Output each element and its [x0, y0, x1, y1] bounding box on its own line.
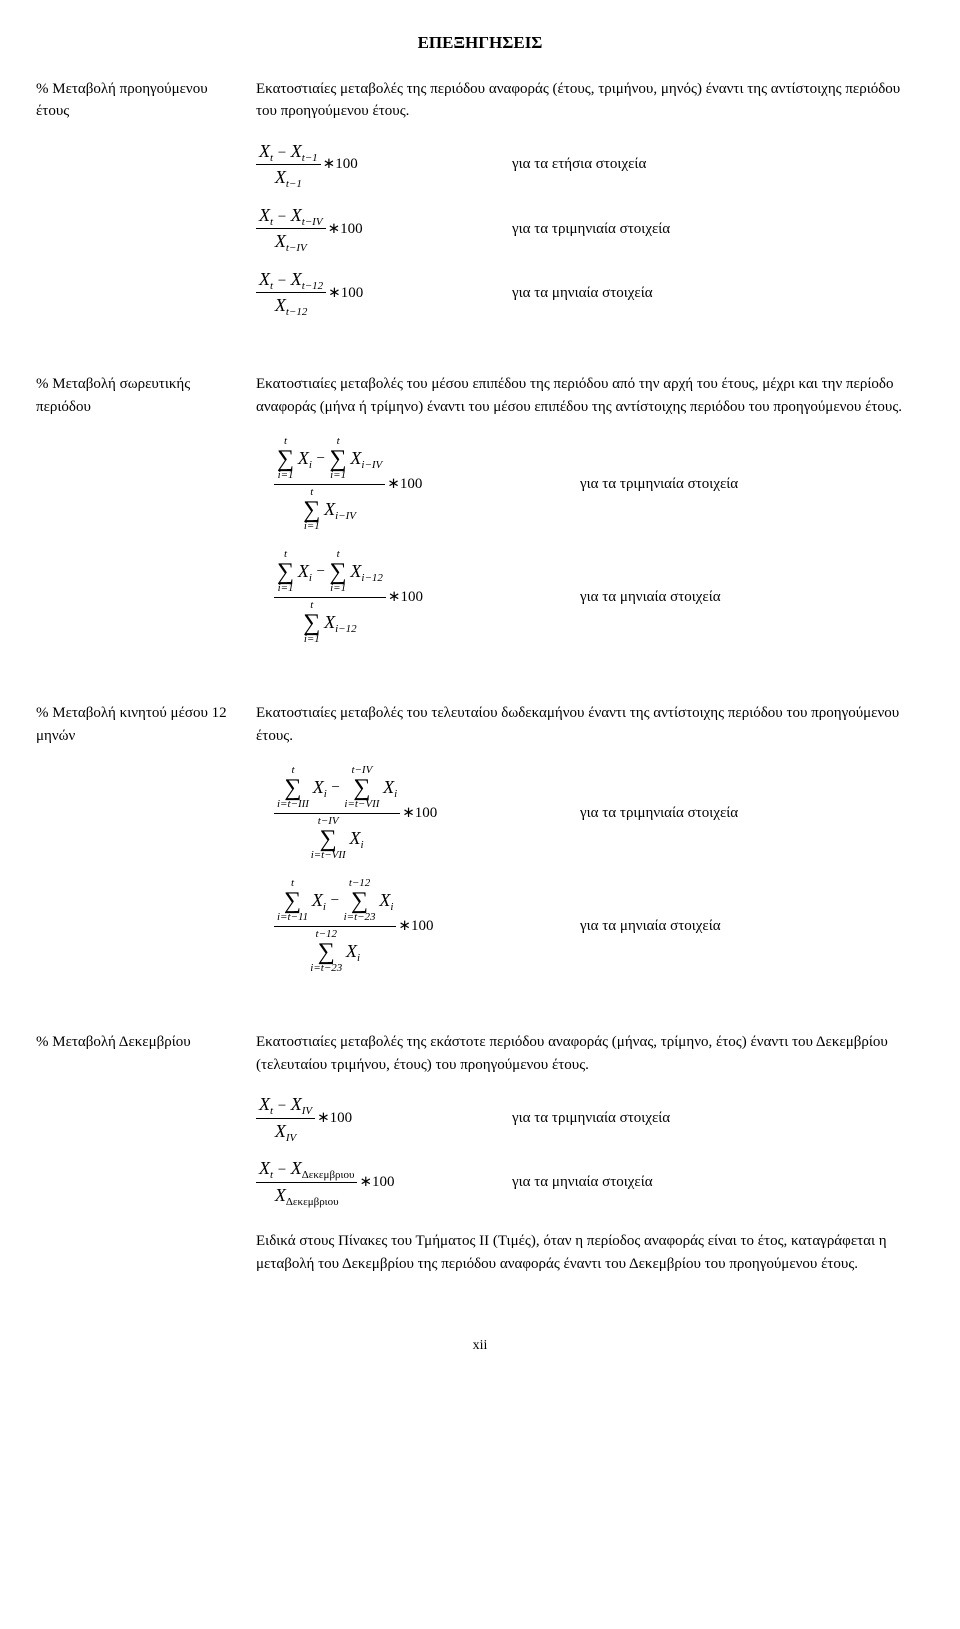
section-desc: Εκατοστιαίες μεταβολές του μέσου επιπέδο… — [256, 373, 924, 418]
dec-subscript: Δεκεμβριου — [302, 1169, 355, 1181]
formula-row: Xt − XIV XIV ∗100 για τα τριμηνιαία στοι… — [256, 1094, 924, 1142]
section-desc: Εκατοστιαίες μεταβολές της περιόδου αναφ… — [256, 78, 924, 123]
formula-row: Xt − Xt−IV Xt−IV ∗100 για τα τριμηνιαία … — [256, 205, 924, 253]
mult: ∗100 — [321, 156, 358, 172]
formula: Xt − XΔεκεμβριου XΔεκεμβριου ∗100 — [256, 1158, 496, 1206]
formula-label: για τα τριμηνιαία στοιχεία — [564, 473, 738, 496]
section-label: % Μεταβολή προηγούμενου έτους — [36, 78, 244, 123]
formula-label: για τα τριμηνιαία στοιχεία — [496, 1107, 670, 1130]
section-desc: Εκατοστιαίες μεταβολές της εκάστοτε περι… — [256, 1031, 924, 1076]
formula-row: t∑i=1 Xi − t∑i=1 Xi−IV t∑i=1 Xi−IV ∗100 … — [256, 436, 924, 533]
formula-row: Xt − Xt−12 Xt−12 ∗100 για τα μηνιαία στο… — [256, 269, 924, 317]
formula-label: για τα ετήσια στοιχεία — [496, 153, 646, 176]
section-cumulative: % Μεταβολή σωρευτικής περιόδου Εκατοστια… — [36, 373, 924, 662]
formula-row: Xt − XΔεκεμβριου XΔεκεμβριου ∗100 για τα… — [256, 1158, 924, 1206]
section-label: % Μεταβολή σωρευτικής περιόδου — [36, 373, 244, 418]
mult: ∗100 — [396, 918, 433, 934]
formula-label: για τα τριμηνιαία στοιχεία — [496, 218, 670, 241]
section-label: % Μεταβολή Δεκεμβρίου — [36, 1031, 244, 1054]
section-label: % Μεταβολή κινητού μέσου 12 μηνών — [36, 702, 244, 747]
mult: ∗100 — [315, 1110, 352, 1126]
section-desc: Εκατοστιαίες μεταβολές του τελευταίου δω… — [256, 702, 924, 747]
page-title: ΕΠΕΞΗΓΗΣΕΙΣ — [36, 30, 924, 56]
formula: t∑i=t−11 Xi − t−12∑i=t−23 Xi t−12∑i=t−23… — [274, 878, 564, 975]
formula: t∑i=1 Xi − t∑i=1 Xi−12 t∑i=1 Xi−12 ∗100 — [274, 549, 564, 646]
formula-label: για τα μηνιαία στοιχεία — [496, 1171, 653, 1194]
formula-label: για τα μηνιαία στοιχεία — [564, 586, 721, 609]
formula-row: t∑i=t−III Xi − t−IV∑i=t−VII Xi t−IV∑i=t−… — [256, 765, 924, 862]
formula: Xt − Xt−IV Xt−IV ∗100 — [256, 205, 496, 253]
formula: Xt − Xt−1 Xt−1 ∗100 — [256, 141, 496, 189]
formula: t∑i=1 Xi − t∑i=1 Xi−IV t∑i=1 Xi−IV ∗100 — [274, 436, 564, 533]
mult: ∗100 — [326, 221, 363, 237]
formula: Xt − XIV XIV ∗100 — [256, 1094, 496, 1142]
section-moving-avg: % Μεταβολή κινητού μέσου 12 μηνών Εκατοσ… — [36, 702, 924, 991]
mult: ∗100 — [357, 1174, 394, 1190]
section-prev-year: % Μεταβολή προηγούμενου έτους Εκατοστιαί… — [36, 78, 924, 334]
section-december: % Μεταβολή Δεκεμβρίου Εκατοστιαίες μεταβ… — [36, 1031, 924, 1275]
formula-row: Xt − Xt−1 Xt−1 ∗100 για τα ετήσια στοιχε… — [256, 141, 924, 189]
formula-label: για τα τριμηνιαία στοιχεία — [564, 802, 738, 825]
formula-label: για τα μηνιαία στοιχεία — [496, 282, 653, 305]
formula-row: t∑i=1 Xi − t∑i=1 Xi−12 t∑i=1 Xi−12 ∗100 … — [256, 549, 924, 646]
mult: ∗100 — [385, 476, 422, 492]
section-footnote: Ειδικά στους Πίνακες του Τμήματος ΙΙ (Τι… — [256, 1230, 924, 1275]
formula: t∑i=t−III Xi − t−IV∑i=t−VII Xi t−IV∑i=t−… — [274, 765, 564, 862]
mult: ∗100 — [386, 589, 423, 605]
page-number: xii — [36, 1335, 924, 1356]
formula: Xt − Xt−12 Xt−12 ∗100 — [256, 269, 496, 317]
formula-label: για τα μηνιαία στοιχεία — [564, 915, 721, 938]
dec-subscript: Δεκεμβριου — [286, 1196, 339, 1208]
mult: ∗100 — [400, 805, 437, 821]
formula-row: t∑i=t−11 Xi − t−12∑i=t−23 Xi t−12∑i=t−23… — [256, 878, 924, 975]
mult: ∗100 — [326, 285, 363, 301]
